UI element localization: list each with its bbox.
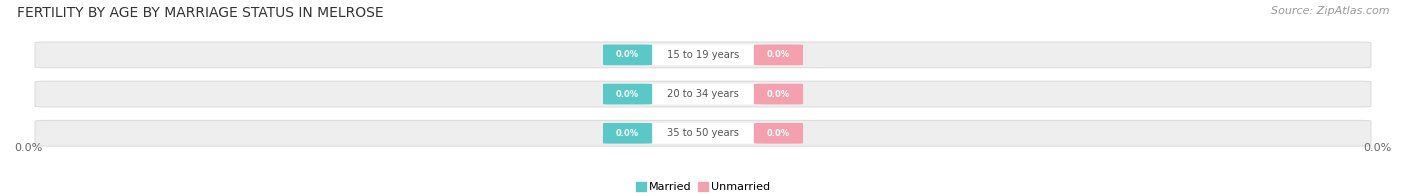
- FancyBboxPatch shape: [603, 123, 652, 144]
- Text: 20 to 34 years: 20 to 34 years: [666, 89, 740, 99]
- FancyBboxPatch shape: [641, 84, 765, 104]
- FancyBboxPatch shape: [754, 44, 803, 65]
- FancyBboxPatch shape: [35, 81, 1371, 107]
- Text: 0.0%: 0.0%: [616, 129, 640, 138]
- Text: 0.0%: 0.0%: [1364, 143, 1392, 153]
- Text: 0.0%: 0.0%: [766, 90, 790, 99]
- Text: 0.0%: 0.0%: [14, 143, 42, 153]
- Text: 35 to 50 years: 35 to 50 years: [666, 128, 740, 138]
- Text: 0.0%: 0.0%: [616, 90, 640, 99]
- FancyBboxPatch shape: [641, 44, 765, 65]
- FancyBboxPatch shape: [603, 44, 652, 65]
- FancyBboxPatch shape: [35, 120, 1371, 146]
- Text: FERTILITY BY AGE BY MARRIAGE STATUS IN MELROSE: FERTILITY BY AGE BY MARRIAGE STATUS IN M…: [17, 6, 384, 20]
- FancyBboxPatch shape: [754, 84, 803, 104]
- Text: 0.0%: 0.0%: [616, 50, 640, 59]
- Text: Source: ZipAtlas.com: Source: ZipAtlas.com: [1271, 6, 1389, 16]
- FancyBboxPatch shape: [641, 123, 765, 144]
- FancyBboxPatch shape: [603, 84, 652, 104]
- Text: 0.0%: 0.0%: [766, 129, 790, 138]
- Legend: Married, Unmarried: Married, Unmarried: [636, 181, 770, 192]
- Text: 15 to 19 years: 15 to 19 years: [666, 50, 740, 60]
- Text: 0.0%: 0.0%: [766, 50, 790, 59]
- FancyBboxPatch shape: [754, 123, 803, 144]
- FancyBboxPatch shape: [35, 42, 1371, 68]
